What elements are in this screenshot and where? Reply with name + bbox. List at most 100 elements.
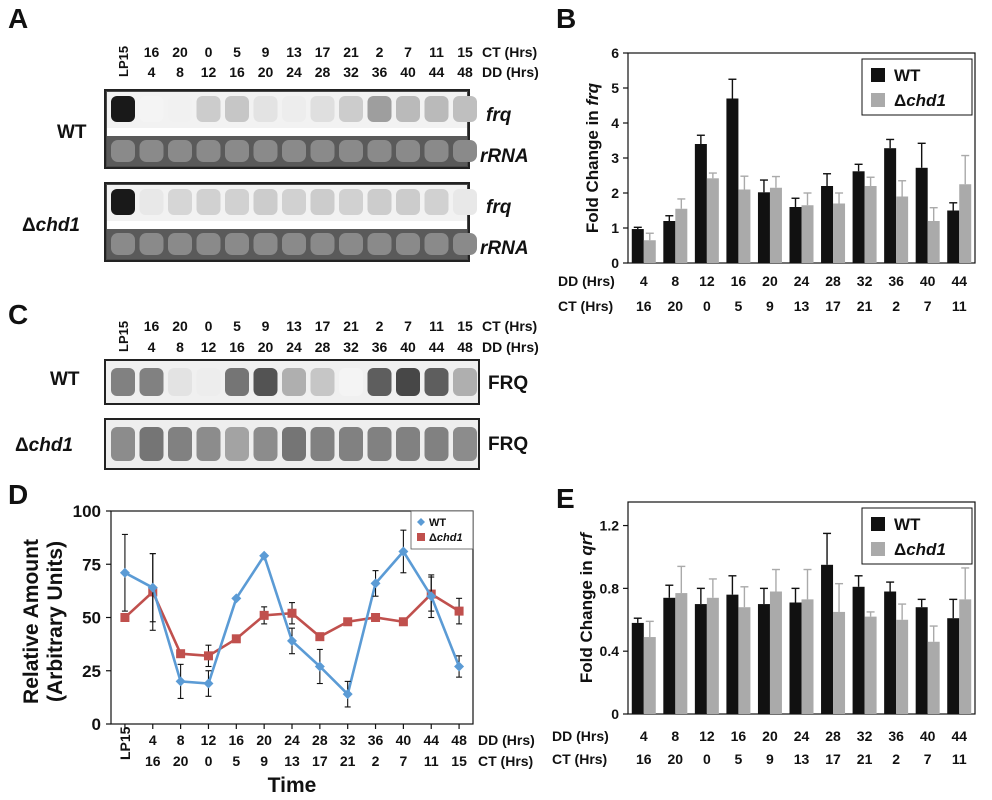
panel-a-wt-bands — [111, 96, 477, 162]
x-tick-label-ct: 21 — [857, 298, 873, 314]
frq-protein-band — [225, 368, 249, 396]
x-tick-label-ct: 9 — [766, 751, 774, 767]
rrna-band — [453, 233, 477, 255]
legend-label: Δchd1 — [429, 532, 463, 544]
bar — [833, 203, 846, 263]
x-tick-label-dd: 20 — [762, 273, 778, 289]
x-tick-label-dd: 36 — [888, 273, 904, 289]
rrna-band — [396, 233, 420, 255]
bar — [675, 593, 688, 714]
lane-label-ct: 9 — [262, 44, 270, 60]
frq-band — [253, 189, 278, 215]
panel-c-wt-bands — [111, 368, 477, 396]
frq-band — [196, 96, 221, 122]
x-tick-label-dd: 20 — [256, 732, 272, 748]
bar — [959, 599, 972, 714]
bar — [643, 240, 656, 263]
panel-a-mut-frq-label: frq — [486, 197, 512, 218]
bar — [864, 186, 877, 263]
data-point — [259, 550, 270, 561]
data-point — [231, 593, 242, 604]
rrna-band — [396, 140, 420, 162]
bar — [694, 144, 707, 263]
lane-label-ct: 0 — [205, 318, 213, 334]
x-tick-label-dd: 36 — [888, 728, 904, 744]
x-tick-label-dd: 16 — [731, 728, 747, 744]
panel-b-bar-chart: 0123456416820120165209241328173221362407… — [558, 45, 976, 314]
lane-label-ct: 5 — [233, 44, 241, 60]
bar — [738, 607, 751, 714]
frq-protein-band — [196, 427, 221, 461]
bar — [959, 184, 972, 263]
bar — [947, 618, 960, 714]
frq-band — [453, 189, 477, 215]
x-tick-label-ct: 2 — [892, 751, 900, 767]
lane-label-ct: 15 — [457, 44, 473, 60]
y-tick-label: 1 — [611, 220, 619, 236]
lane-label-dd: 4 — [148, 339, 156, 355]
x-tick-label-ct: 21 — [857, 751, 873, 767]
lane-label-dd: 24 — [286, 64, 302, 80]
rrna-band — [139, 233, 164, 255]
x-tick-label-ct: 20 — [173, 753, 189, 769]
lane-label-ct: 15 — [457, 318, 473, 334]
legend-label-gene: chd1 — [906, 540, 946, 559]
x-tick-label-dd: 48 — [451, 732, 467, 748]
x-tick-label-dd: 28 — [825, 728, 841, 744]
x-tick-label-ct: 17 — [312, 753, 328, 769]
bar — [852, 171, 865, 263]
x-tick-label-ct: 11 — [952, 298, 967, 314]
legend-swatch — [871, 542, 885, 556]
panel-e-bar-chart: 0 0.4 0.8 1.2 4 16 8 20 12 0 16 5 20 9 24 13 28 17 32 21 36 2… — [552, 501, 976, 767]
x-tick-label-ct: 13 — [794, 298, 810, 314]
lane-label-dd: 20 — [258, 64, 274, 80]
x-tick-label-dd: 36 — [368, 732, 384, 748]
row-label-dd: DD (Hrs) — [558, 273, 615, 289]
lane-label-dd: 36 — [372, 64, 388, 80]
y-tick-label: 4 — [611, 115, 619, 131]
x-tick-label-ct: 20 — [668, 751, 684, 767]
legend-label-gene: chd1 — [437, 532, 463, 544]
x-tick-label-ct: 11 — [952, 751, 967, 767]
data-point — [231, 634, 241, 644]
y-axis-label-line1: Relative Amount — [20, 539, 43, 704]
legend-swatch — [871, 68, 885, 82]
data-point — [426, 591, 437, 602]
x-tick-label-ct: 21 — [340, 753, 356, 769]
x-tick-label-ct: 15 — [451, 753, 467, 769]
y-tick-label: 0 — [92, 715, 101, 734]
panel-c-wt-label: WT — [50, 369, 80, 390]
legend-label-delta: Δ — [894, 91, 906, 110]
lane-label-ct: LP15 — [116, 321, 131, 352]
frq-band — [139, 96, 164, 122]
x-tick-label-ct: 5 — [735, 751, 743, 767]
lane-label-dd: 32 — [343, 64, 359, 80]
frq-band — [282, 96, 306, 122]
panel-c-mut-frq-label: FRQ — [488, 434, 528, 455]
lane-label-dd: 48 — [457, 64, 473, 80]
lane-label-ct: 2 — [376, 44, 384, 60]
x-tick-label-dd: 44 — [951, 728, 967, 744]
frq-band — [282, 189, 306, 215]
x-tick-label-ct: 0 — [205, 753, 213, 769]
frq-protein-band — [339, 427, 363, 461]
lane-label-dd: 12 — [201, 64, 217, 80]
rrna-band — [253, 140, 278, 162]
frq-band — [396, 96, 420, 122]
frq-protein-band — [453, 368, 477, 396]
lane-label-ct: 7 — [404, 44, 412, 60]
panel-a-mut-rrna-label: rRNA — [480, 238, 529, 259]
bar — [706, 597, 719, 714]
x-tick-label-dd: 8 — [177, 732, 185, 748]
y-tick-label: 25 — [82, 662, 101, 681]
data-point — [259, 610, 269, 620]
panel-a-wt-frq-label: frq — [486, 105, 512, 126]
frq-band — [310, 189, 335, 215]
rrna-band — [196, 233, 221, 255]
row-label-ct: CT (Hrs) — [552, 751, 607, 767]
lane-label-dd: 8 — [176, 339, 184, 355]
x-tick-label-dd: 4 — [149, 732, 157, 748]
bar — [631, 229, 644, 263]
legend-label: Δchd1 — [894, 91, 946, 110]
